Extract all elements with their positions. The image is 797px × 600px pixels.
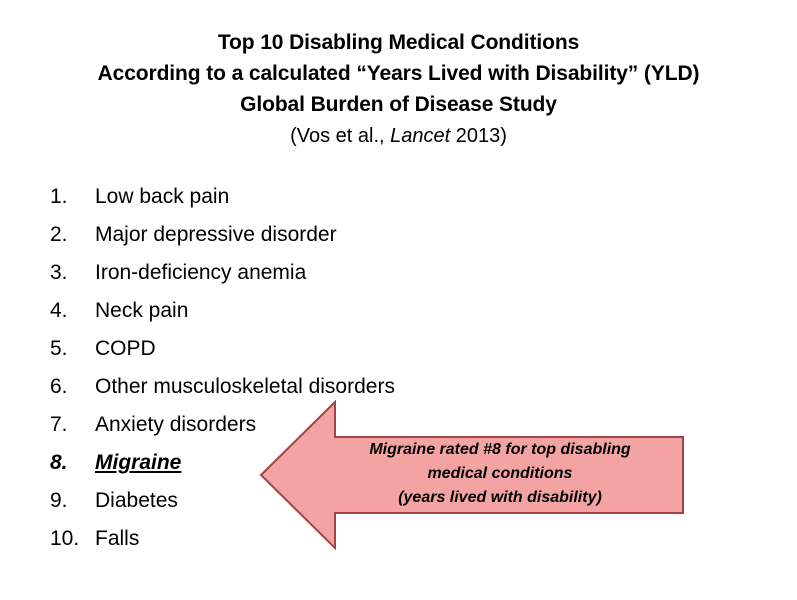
- list-item-label: Iron-deficiency anemia: [95, 261, 307, 284]
- list-item-highlighted: 8. Migraine: [50, 444, 395, 482]
- callout-line-1: Migraine rated #8 for top disabling: [369, 441, 631, 458]
- list-item: 10. Falls: [50, 520, 395, 558]
- citation-close: 2013): [450, 125, 507, 147]
- list-item-label: Diabetes: [95, 489, 178, 512]
- callout-line-3: (years lived with disability): [398, 489, 602, 506]
- slide-header: Top 10 Disabling Medical Conditions Acco…: [0, 27, 797, 152]
- list-item: 6. Other musculoskeletal disorders: [50, 368, 395, 406]
- left-arrow-icon: [259, 399, 684, 551]
- title-line-1: Top 10 Disabling Medical Conditions: [217, 31, 580, 54]
- list-item-label: Falls: [95, 527, 140, 550]
- list-item-number: 10.: [50, 527, 80, 550]
- list-item-label: Migraine: [95, 451, 182, 474]
- list-item: 5. COPD: [50, 330, 395, 368]
- list-item-label: Other musculoskeletal disorders: [95, 375, 395, 398]
- list-item-number: 3.: [50, 261, 68, 284]
- callout-text: Migraine rated #8 for top disabling medi…: [330, 438, 670, 510]
- list-item-label: Anxiety disorders: [95, 413, 257, 436]
- list-item-number: 6.: [50, 375, 68, 398]
- list-item: 9. Diabetes: [50, 482, 395, 520]
- list-item-number: 8.: [50, 451, 68, 474]
- list-item-label: Low back pain: [95, 185, 230, 208]
- citation-open: (Vos et al.,: [290, 125, 391, 147]
- list-item: 3. Iron-deficiency anemia: [50, 254, 395, 292]
- list-item-label: Neck pain: [95, 299, 189, 322]
- list-item: 7. Anxiety disorders: [50, 406, 395, 444]
- list-item-number: 4.: [50, 299, 68, 322]
- title-line-2: According to a calculated “Years Lived w…: [97, 62, 700, 85]
- callout-line-2: medical conditions: [427, 465, 573, 482]
- list-item-number: 5.: [50, 337, 68, 360]
- list-item-label: Major depressive disorder: [95, 223, 337, 246]
- list-item-label: COPD: [95, 337, 156, 360]
- title-line-3: Global Burden of Disease Study: [240, 93, 557, 116]
- list-item-number: 9.: [50, 489, 68, 512]
- citation: (Vos et al., Lancet 2013): [0, 120, 797, 152]
- list-item-number: 2.: [50, 223, 68, 246]
- list-item: 1. Low back pain: [50, 178, 395, 216]
- conditions-list: 1. Low back pain 2. Major depressive disor…: [50, 178, 395, 558]
- list-item-number: 7.: [50, 413, 68, 436]
- list-item: 2. Major depressive disorder: [50, 216, 395, 254]
- list-item-number: 1.: [50, 185, 68, 208]
- list-item: 4. Neck pain: [50, 292, 395, 330]
- citation-journal: Lancet: [390, 125, 451, 147]
